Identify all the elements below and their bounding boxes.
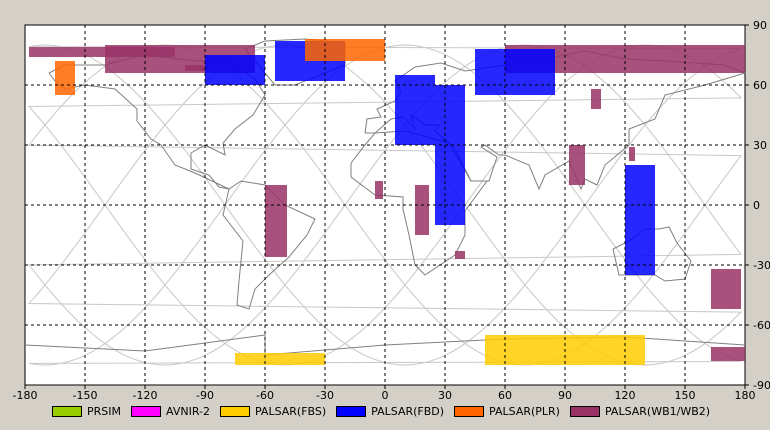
legend-label: PALSAR(FBS) [254, 404, 327, 418]
legend: PRSIM AVNIR-2 PALSAR(FBS) PALSAR(FBD) PALSAR… [52, 403, 720, 419]
coverage-swath [591, 89, 601, 109]
x-tick-label: 150 [675, 389, 696, 402]
legend-swatch [336, 405, 367, 417]
legend-item: PALSAR(FBS) [219, 404, 327, 418]
x-tick-label: 0 [382, 389, 389, 402]
x-tick-label: -180 [13, 389, 38, 402]
legend-item: PALSAR(WB1/WB2) [569, 404, 711, 418]
x-tick-label: -120 [133, 389, 158, 402]
y-tick-label: -60 [753, 319, 770, 332]
x-tick-label: -150 [73, 389, 98, 402]
legend-label: PALSAR(PLR) [489, 404, 560, 418]
coverage-swath [375, 181, 383, 199]
legend-swatch [454, 405, 485, 417]
coverage-swath [569, 145, 585, 185]
x-tick-label: -90 [196, 389, 214, 402]
coverage-swath [711, 347, 745, 361]
coverage-swath [711, 269, 741, 309]
coverage-swath [625, 165, 655, 275]
x-tick-label: 30 [438, 389, 452, 402]
coverage-swath [475, 49, 555, 95]
y-tick-label: -90 [753, 379, 770, 392]
legend-swatch [569, 405, 600, 417]
legend-label: PRSIM [87, 404, 121, 418]
y-tick-labels: 90 60 30 0 -30 -60 -90 [745, 19, 770, 392]
grid-lines [25, 25, 745, 385]
x-tick-labels: -180 -150 -120 -90 -60 -30 0 30 60 90 120 150 180 [13, 385, 756, 402]
coverage-swath [185, 65, 205, 71]
legend-label: AVNIR-2 [166, 404, 210, 418]
coverage-swath [415, 185, 429, 235]
legend-label: PALSAR(FBD) [371, 404, 445, 418]
y-tick-label: -30 [753, 259, 770, 272]
coverage-swath [55, 61, 75, 95]
coverage-swath [235, 353, 325, 365]
legend-item: PALSAR(PLR) [454, 405, 560, 418]
coverage-swath [455, 251, 465, 259]
coverage-swath [629, 147, 635, 161]
y-tick-label: 30 [753, 139, 767, 152]
x-tick-label: -60 [256, 389, 274, 402]
coverage-swath [265, 185, 287, 257]
coverage-swath [395, 75, 435, 145]
coverage-swath [435, 85, 465, 225]
y-tick-label: 90 [753, 19, 767, 32]
legend-label: PALSAR(WB1/WB2) [604, 404, 711, 418]
x-tick-label: 60 [498, 389, 512, 402]
coverage-swath [29, 47, 175, 57]
y-tick-label: 0 [753, 199, 760, 212]
coverage-swath [305, 39, 385, 61]
x-tick-label: 90 [558, 389, 572, 402]
legend-swatch [219, 405, 250, 417]
legend-item: PRSIM [52, 405, 121, 418]
legend-item: AVNIR-2 [131, 405, 210, 418]
x-tick-label: 120 [615, 389, 636, 402]
legend-swatch [52, 405, 82, 417]
legend-item: PALSAR(FBD) [336, 405, 444, 418]
x-tick-label: 180 [735, 389, 756, 402]
coverage-swath [205, 55, 265, 85]
x-tick-label: -30 [316, 389, 334, 402]
y-tick-label: 60 [753, 79, 767, 92]
legend-swatch [131, 405, 161, 417]
